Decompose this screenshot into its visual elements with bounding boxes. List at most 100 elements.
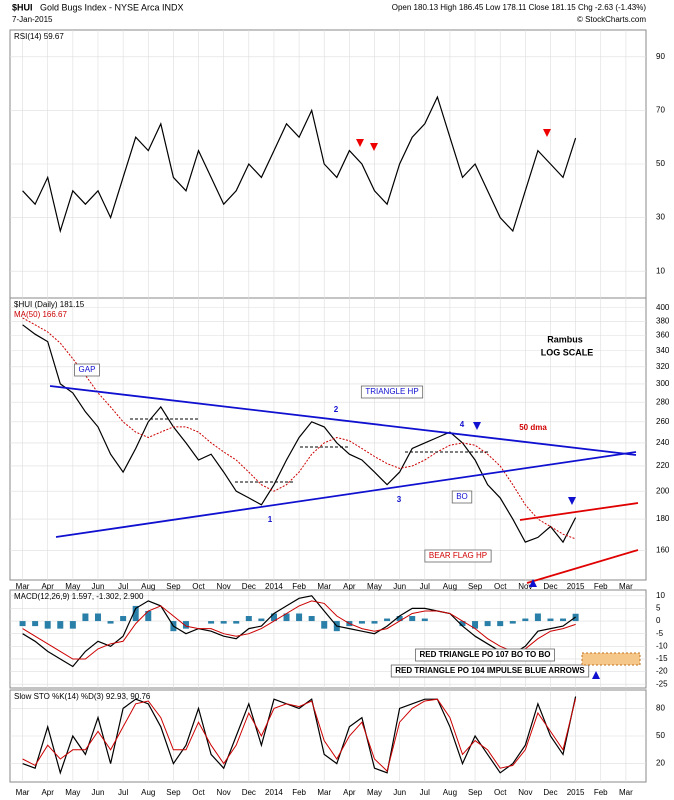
trendline <box>519 502 639 521</box>
histogram-bar <box>233 621 240 624</box>
series-line <box>22 696 577 775</box>
target-zone <box>581 652 641 666</box>
histogram-bar <box>534 613 541 622</box>
annotation: RED TRIANGLE PO 104 IMPULSE BLUE ARROWS <box>395 666 585 675</box>
histogram-bar <box>472 621 479 629</box>
blue-arrow <box>568 497 576 505</box>
histogram-bar <box>409 616 416 622</box>
y-tick-label: 0 <box>656 616 661 625</box>
x-tick-label: Dec <box>242 788 256 797</box>
histogram-bar <box>270 613 277 622</box>
trendline <box>526 549 639 584</box>
y-tick-label: 200 <box>656 486 670 495</box>
trendlines <box>49 129 641 679</box>
y-tick-label: 50 <box>656 731 665 740</box>
x-tick-label: 2015 <box>567 788 585 797</box>
x-tick-label: Oct <box>192 582 205 591</box>
histogram-bar <box>245 616 252 622</box>
x-tick-label: Apr <box>343 788 356 797</box>
x-tick-label: Nov <box>518 788 532 797</box>
y-tick-label: 50 <box>656 159 665 168</box>
annotation-box <box>451 490 473 504</box>
histogram-bar <box>69 621 76 629</box>
x-tick-label: May <box>367 582 382 591</box>
legend-entry: $HUI (Daily) 181.15 <box>14 300 85 309</box>
panel: 20 50 80 Mar Apr May Jun Jul Aug Sep Oct Nov Dec 2014… <box>10 690 665 797</box>
trendline <box>55 451 637 538</box>
x-tick-label: Jul <box>420 788 430 797</box>
x-tick-label: Dec <box>543 582 557 591</box>
panel: 10 30 50 70 90 RSI(14) 59.67 <box>10 30 665 298</box>
y-tick-label: 180 <box>656 514 670 523</box>
histogram-bar <box>358 621 365 624</box>
y-tick-label: 240 <box>656 438 670 447</box>
y-tick-label: 30 <box>656 213 665 222</box>
annotation: 2 <box>334 405 339 414</box>
y-tick-label: 80 <box>656 704 665 713</box>
blue-arrow <box>529 579 537 587</box>
x-tick-label: Feb <box>292 582 306 591</box>
x-tick-label: Aug <box>141 788 155 797</box>
annotation: RED TRIANGLE PO 107 BO TO BO <box>420 650 551 659</box>
x-tick-label: 2015 <box>567 582 585 591</box>
x-tick-label: Dec <box>543 788 557 797</box>
x-tick-label: Mar <box>317 788 331 797</box>
red-arrow <box>356 139 364 147</box>
x-tick-label: Oct <box>192 788 205 797</box>
panel-title: RSI(14) 59.67 <box>14 32 64 41</box>
x-tick-label: Jun <box>393 582 406 591</box>
annotation: LOG SCALE <box>541 347 594 357</box>
y-tick-label: 380 <box>656 316 670 325</box>
histogram-bar <box>44 621 51 629</box>
histogram-bar <box>497 621 504 627</box>
x-tick-label: Mar <box>619 582 633 591</box>
quote: Open 180.13 High 186.45 Low 178.11 Close… <box>392 3 647 12</box>
panel-frame <box>9 297 647 581</box>
x-tick-label: Aug <box>443 788 457 797</box>
histogram-bar <box>120 616 127 622</box>
y-tick-label: 70 <box>656 106 665 115</box>
y-tick-label: 10 <box>656 266 665 275</box>
y-tick-label: 340 <box>656 346 670 355</box>
credit: © StockCharts.com <box>577 15 646 24</box>
annotation: GAP <box>79 365 96 374</box>
histogram-bar <box>308 616 315 622</box>
histogram-bar <box>82 613 89 622</box>
histogram-bar <box>459 621 466 627</box>
y-tick-label: 220 <box>656 461 670 470</box>
histogram-bar <box>371 621 378 624</box>
y-tick-label: 260 <box>656 417 670 426</box>
x-tick-label: Feb <box>292 788 306 797</box>
y-tick-label: -10 <box>656 641 668 650</box>
histogram-bar <box>522 618 529 622</box>
x-tick-label: Apr <box>41 788 54 797</box>
histogram-bar <box>384 618 391 622</box>
panel: 160 180 200 220 240 260 280 300 320 340 360 380 400 M… <box>10 298 670 591</box>
x-tick-label: Jul <box>118 788 128 797</box>
histogram-bar <box>145 610 152 622</box>
histogram-bar <box>560 618 567 622</box>
x-tick-label: May <box>65 582 80 591</box>
series-line <box>22 95 577 234</box>
x-tick-label: Oct <box>494 582 507 591</box>
x-tick-label: Mar <box>317 582 331 591</box>
annotation: TRIANGLE HP <box>365 387 418 396</box>
x-tick-label: Jun <box>92 788 105 797</box>
histogram-bar <box>220 621 227 624</box>
x-tick-label: Oct <box>494 788 507 797</box>
date: 7-Jan-2015 <box>12 15 53 24</box>
histogram-bar <box>107 621 114 624</box>
histogram-bar <box>132 605 139 622</box>
series-line <box>22 324 577 544</box>
x-tick-label: Nov <box>217 788 231 797</box>
legend-entry: MA(50) 166.67 <box>14 310 67 319</box>
x-tick-label: Aug <box>443 582 457 591</box>
histogram-bar <box>484 621 491 627</box>
histogram-bar <box>94 613 101 622</box>
y-tick-label: 300 <box>656 379 670 388</box>
histogram-bar <box>509 621 516 624</box>
y-tick-label: 320 <box>656 362 670 371</box>
y-tick-label: 5 <box>656 604 661 613</box>
red-arrow <box>543 129 551 137</box>
